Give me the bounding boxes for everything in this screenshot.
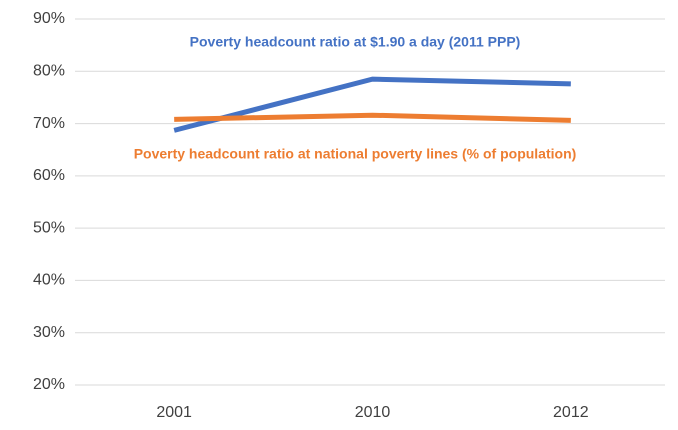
series-label: Poverty headcount ratio at national pove… (134, 146, 577, 162)
y-tick-label: 90% (33, 10, 65, 27)
y-tick-label: 80% (33, 63, 65, 80)
y-tick-label: 20% (33, 376, 65, 393)
x-tick-label: 2001 (156, 404, 192, 421)
x-tick-label: 2010 (355, 404, 391, 421)
y-tick-label: 40% (33, 272, 65, 289)
y-tick-label: 30% (33, 324, 65, 341)
x-tick-label: 2012 (553, 404, 589, 421)
series-label: Poverty headcount ratio at $1.90 a day (… (190, 34, 521, 50)
y-tick-label: 50% (33, 219, 65, 236)
series-line (174, 112, 571, 123)
series-line (173, 76, 571, 133)
y-tick-label: 60% (33, 167, 65, 184)
y-tick-label: 70% (33, 115, 65, 132)
